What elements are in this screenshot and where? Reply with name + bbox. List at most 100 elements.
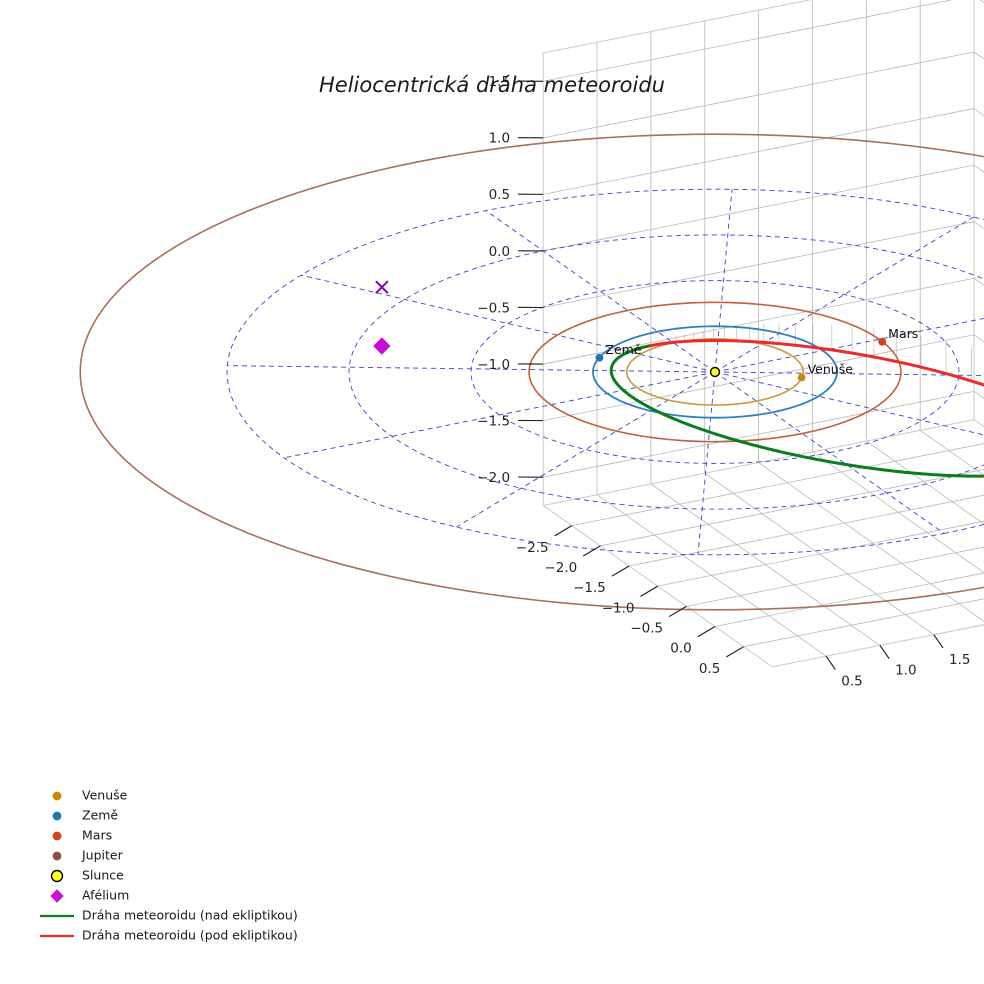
aphelion-diamond-marker [373, 337, 391, 355]
polar-grid-circle [226, 188, 984, 556]
z-axis-tick-label: −0.5 [477, 300, 510, 316]
grid-line [543, 221, 975, 308]
grid-line [543, 0, 954, 82]
grid-line [650, 483, 881, 646]
polar-grid-spoke [227, 365, 716, 373]
legend-item-label: Země [82, 808, 118, 823]
axis-tick-mark [640, 585, 659, 597]
legend-item-label: Jupiter [81, 848, 124, 863]
polar-grid-spoke [301, 274, 716, 373]
legend-item[interactable]: Mars [52, 828, 112, 843]
meteoroid-track-below-ecliptic [646, 339, 984, 478]
legend-item[interactable]: Venuše [52, 788, 128, 803]
grid-line [714, 572, 984, 627]
z-axis-tick-label: 0.5 [489, 187, 510, 203]
grid-line [543, 277, 975, 365]
body-marker-venue [797, 373, 806, 382]
grid-line [657, 520, 984, 587]
body-marker-slunce [709, 366, 721, 378]
legend-item[interactable]: Jupiter [52, 848, 124, 863]
legend-circle-swatch [52, 791, 62, 801]
axes-box-edge [543, 419, 975, 506]
grid-line [973, 164, 984, 173]
aphelion-x-marker [375, 280, 389, 294]
x-axis-tick-label: −1.0 [602, 600, 635, 616]
x-axis-tick-label: −2.0 [544, 560, 577, 576]
grid-line [973, 51, 984, 60]
y-axis-tick-label: 1.5 [949, 652, 970, 668]
stem-lines-layer [648, 323, 972, 382]
x-axis-tick-label: 0.5 [699, 661, 720, 677]
z-axis-tick-label: −1.0 [477, 357, 510, 373]
grid-line [919, 430, 984, 476]
grid-line [686, 546, 984, 607]
legend-circle-swatch [52, 831, 62, 841]
z-axis-tick-label: 1.5 [489, 74, 510, 90]
polar-grid-spoke [485, 210, 716, 373]
grid-line [543, 334, 975, 422]
axis-tick-mark [611, 565, 630, 577]
grid-line [812, 451, 984, 574]
axis-ticks-layer: −2.5−2.0−1.5−1.0−0.50.00.50.51.01.52.02.… [477, 74, 970, 689]
axis-tick-mark [554, 525, 573, 537]
axis-tick-mark [668, 605, 687, 618]
meteoroid-track-above-ecliptic [633, 344, 650, 352]
meteoroid-track-above-ecliptic [609, 348, 984, 478]
grid-line [979, 0, 984, 3]
legend-circle-swatch [50, 869, 64, 883]
grid-line [543, 51, 975, 139]
polar-grid-spoke [714, 371, 984, 376]
grid-line [629, 494, 984, 567]
polar-grid-spoke [456, 371, 716, 528]
polar-grid-spoke [714, 371, 945, 534]
grid-line [973, 108, 984, 117]
polar-grid-layer [226, 188, 984, 556]
body-marker-zem [595, 353, 604, 362]
planet-orbit-mars [528, 301, 902, 443]
legend-item[interactable]: Afélium [50, 888, 129, 903]
axes-box-edge [543, 0, 812, 54]
legend-circle-swatch [52, 851, 62, 861]
x-axis-tick-label: −0.5 [630, 621, 663, 637]
legend-item[interactable]: Dráha meteoroidu (pod ekliptikou) [40, 928, 298, 943]
axis-tick-mark [933, 634, 944, 649]
legend-item-label: Afélium [82, 888, 129, 903]
legend-item-label: Slunce [82, 868, 124, 883]
z-axis-tick-label: 0.0 [489, 244, 510, 260]
y-axis-tick-label: 1.0 [895, 663, 916, 679]
polar-grid-spoke [284, 371, 716, 459]
legend: Venuše Země Mars Jupiter Slunce Afélium Dráha … [40, 788, 298, 943]
axes-box-edge [542, 505, 773, 668]
plot-title: Heliocentrická dráha meteoroidu [319, 73, 665, 97]
polar-grid-circle [348, 234, 984, 510]
axis-tick-mark [726, 646, 744, 658]
x-axis-tick-label: −2.5 [516, 540, 549, 556]
grid-line [758, 462, 984, 622]
grid-line [596, 494, 827, 657]
body-marker-mars [878, 337, 887, 346]
grid-line [543, 390, 975, 478]
polar-grid-spoke [697, 371, 716, 555]
legend-item[interactable]: Slunce [50, 868, 125, 883]
axes-grid-layer [542, 0, 984, 668]
polar-grid-spoke [714, 317, 984, 373]
x-axis-tick-label: 0.0 [670, 641, 691, 657]
axis-tick-mark [697, 626, 716, 638]
legend-item[interactable]: Dráha meteoroidu (nad ekliptikou) [40, 908, 298, 923]
z-axis-tick-label: −2.0 [477, 470, 510, 486]
z-axis-tick-label: 1.0 [489, 131, 510, 147]
grid-line [973, 277, 984, 286]
grid-line [973, 221, 984, 230]
planet-orbit-jupiter [79, 133, 984, 611]
grid-line [704, 472, 935, 636]
grid-line [543, 108, 975, 195]
legend-item[interactable]: Země [52, 808, 118, 823]
celestial-bodies-layer: Venuše Země Mars [373, 280, 918, 382]
grid-line [571, 443, 984, 527]
meteoroid-track-layer [609, 339, 984, 478]
body-label-mars: Mars [888, 326, 918, 341]
legend-diamond-swatch [50, 889, 64, 903]
y-axis-tick-label: 0.5 [841, 673, 862, 689]
